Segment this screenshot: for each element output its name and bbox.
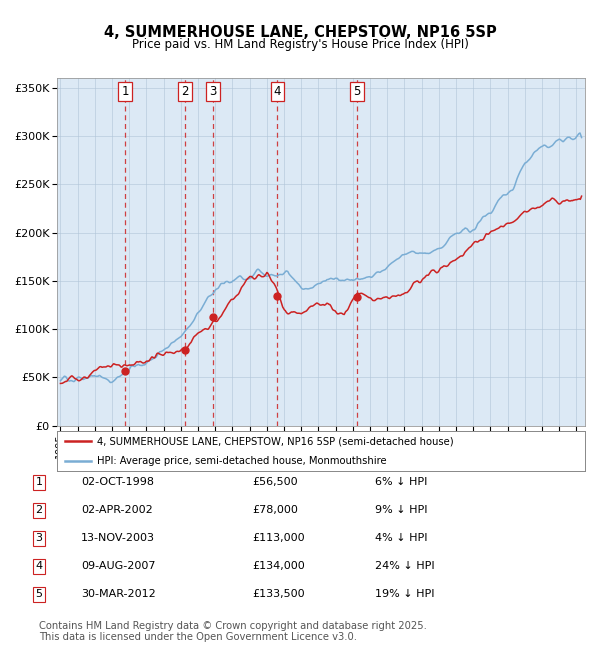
Text: 9% ↓ HPI: 9% ↓ HPI bbox=[375, 505, 427, 515]
Text: 1: 1 bbox=[121, 85, 128, 98]
Text: 09-AUG-2007: 09-AUG-2007 bbox=[81, 561, 155, 571]
Text: 4, SUMMERHOUSE LANE, CHEPSTOW, NP16 5SP: 4, SUMMERHOUSE LANE, CHEPSTOW, NP16 5SP bbox=[104, 25, 496, 40]
Text: 19% ↓ HPI: 19% ↓ HPI bbox=[375, 589, 434, 599]
Text: 2: 2 bbox=[181, 85, 189, 98]
Text: 6% ↓ HPI: 6% ↓ HPI bbox=[375, 477, 427, 488]
Text: 3: 3 bbox=[209, 85, 217, 98]
Text: Price paid vs. HM Land Registry's House Price Index (HPI): Price paid vs. HM Land Registry's House … bbox=[131, 38, 469, 51]
Text: Contains HM Land Registry data © Crown copyright and database right 2025.
This d: Contains HM Land Registry data © Crown c… bbox=[39, 621, 427, 642]
Text: 1: 1 bbox=[35, 477, 43, 488]
Text: 24% ↓ HPI: 24% ↓ HPI bbox=[375, 561, 434, 571]
Text: 02-APR-2002: 02-APR-2002 bbox=[81, 505, 153, 515]
Text: HPI: Average price, semi-detached house, Monmouthshire: HPI: Average price, semi-detached house,… bbox=[97, 456, 386, 466]
Text: £78,000: £78,000 bbox=[252, 505, 298, 515]
Text: 2: 2 bbox=[35, 505, 43, 515]
Text: 30-MAR-2012: 30-MAR-2012 bbox=[81, 589, 156, 599]
Text: 13-NOV-2003: 13-NOV-2003 bbox=[81, 533, 155, 543]
Text: 4: 4 bbox=[274, 85, 281, 98]
Text: 4, SUMMERHOUSE LANE, CHEPSTOW, NP16 5SP (semi-detached house): 4, SUMMERHOUSE LANE, CHEPSTOW, NP16 5SP … bbox=[97, 436, 453, 446]
Text: £134,000: £134,000 bbox=[252, 561, 305, 571]
Text: 4% ↓ HPI: 4% ↓ HPI bbox=[375, 533, 427, 543]
Text: 5: 5 bbox=[353, 85, 361, 98]
Text: 5: 5 bbox=[35, 589, 43, 599]
Text: 02-OCT-1998: 02-OCT-1998 bbox=[81, 477, 154, 488]
Text: 3: 3 bbox=[35, 533, 43, 543]
Text: £133,500: £133,500 bbox=[252, 589, 305, 599]
Text: 4: 4 bbox=[35, 561, 43, 571]
Text: £113,000: £113,000 bbox=[252, 533, 305, 543]
Text: £56,500: £56,500 bbox=[252, 477, 298, 488]
